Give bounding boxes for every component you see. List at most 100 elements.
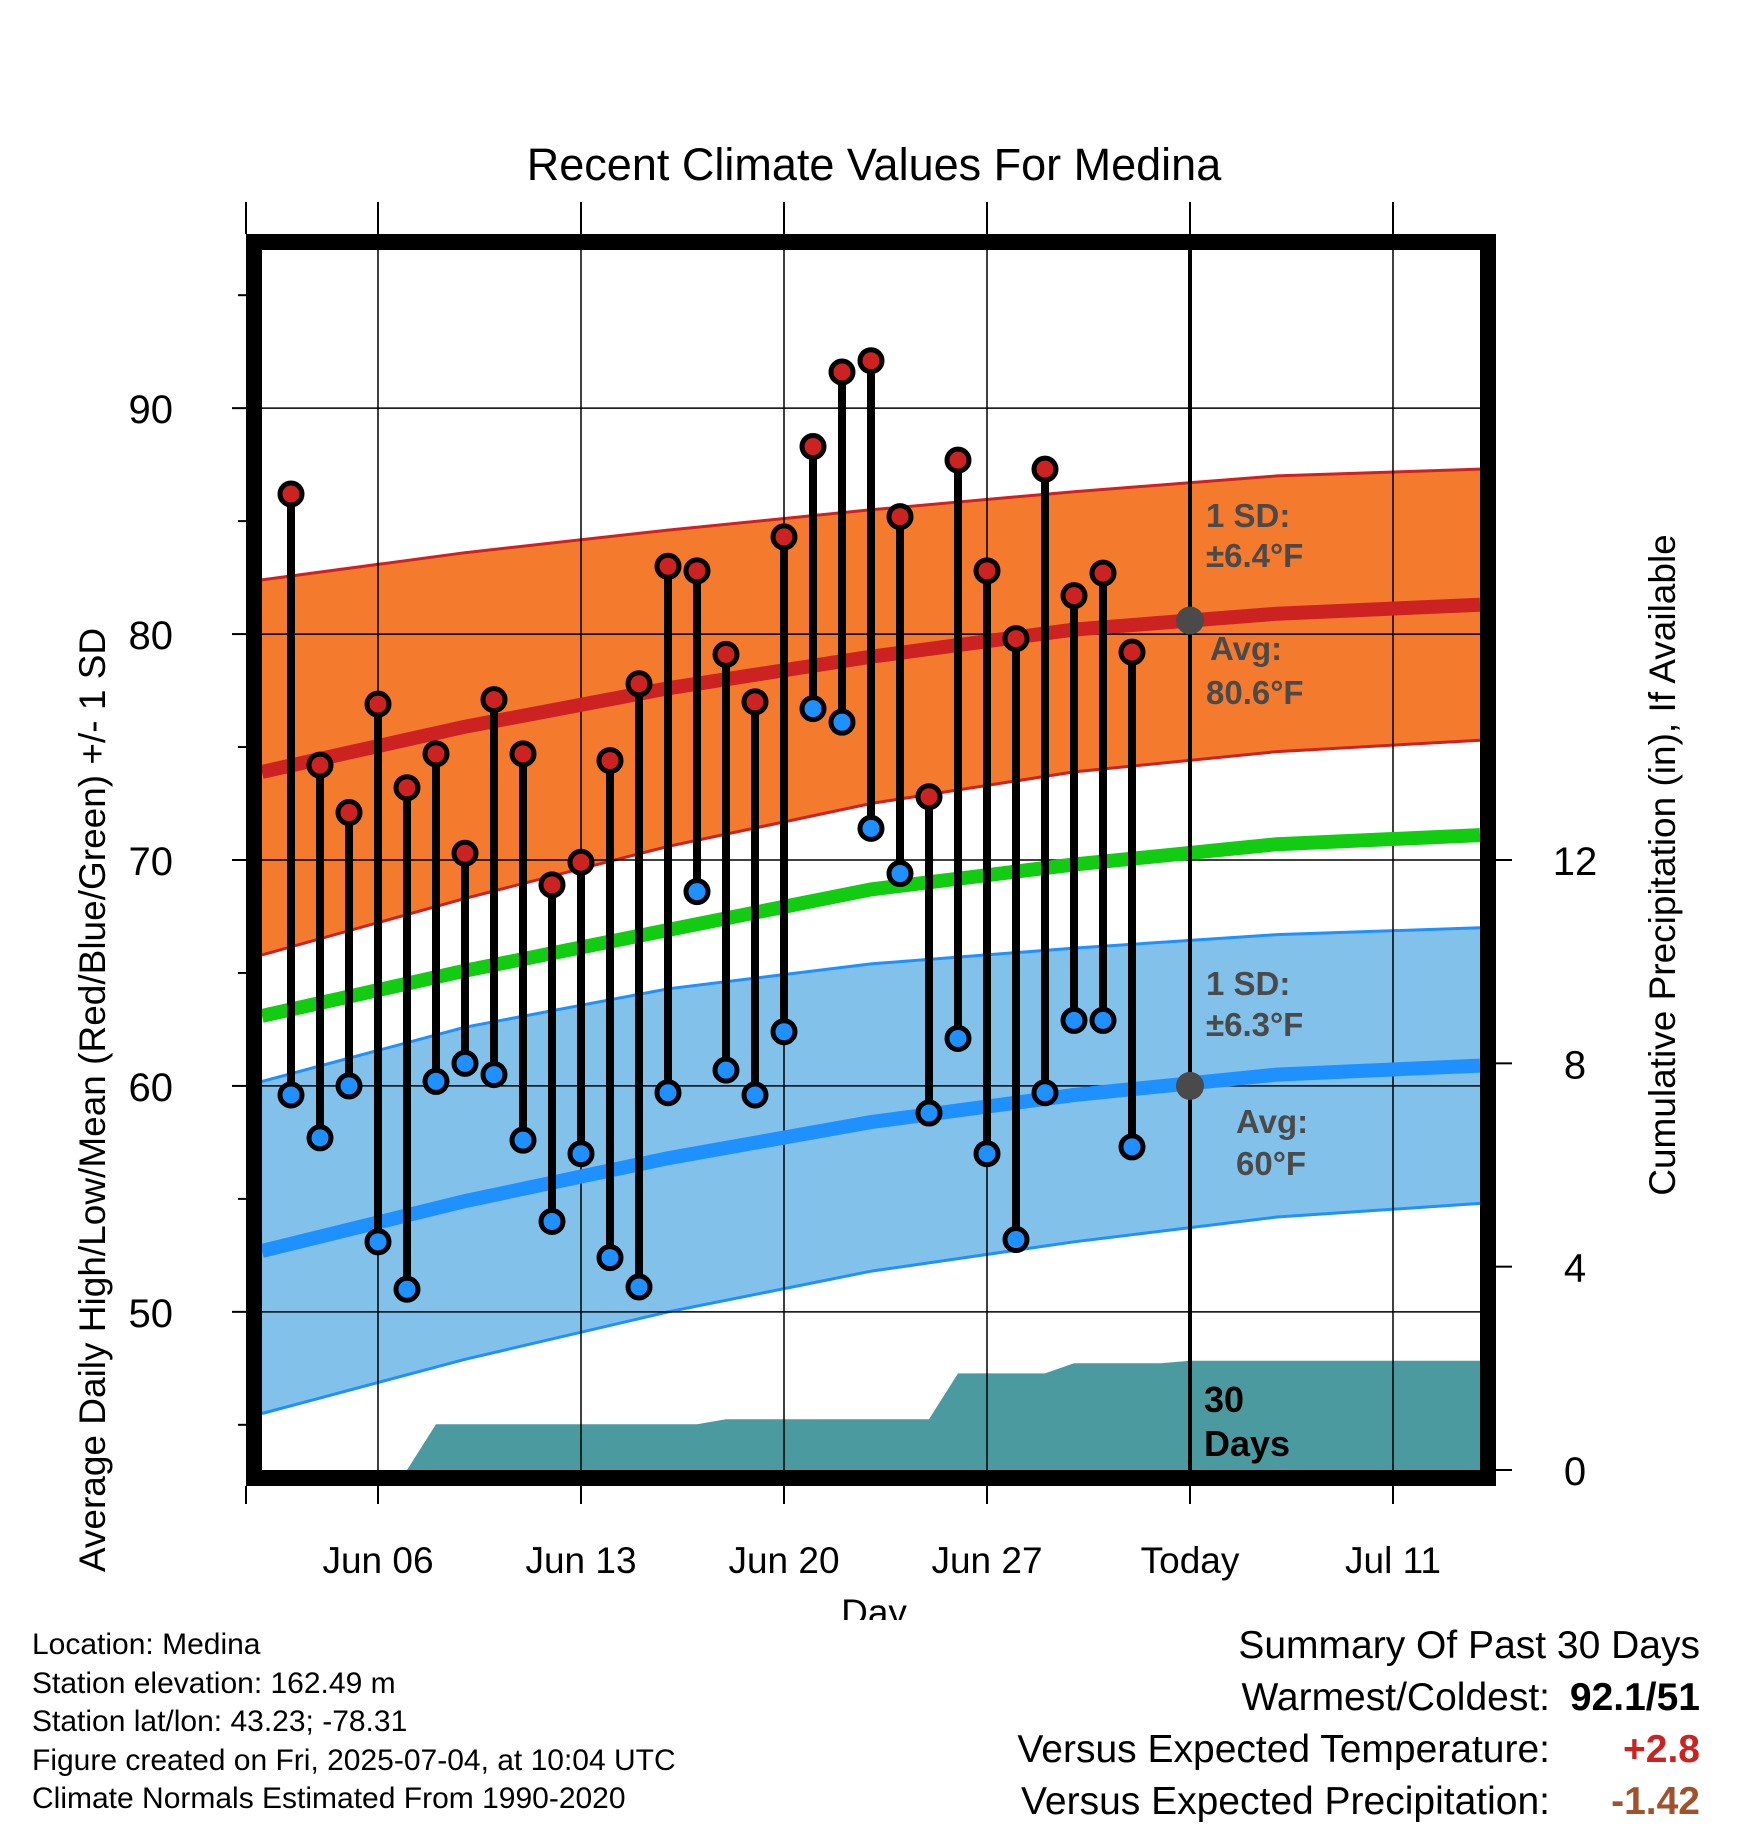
precip-label-line1: 30 bbox=[1204, 1379, 1244, 1420]
low-point bbox=[393, 1275, 421, 1303]
high-point bbox=[451, 839, 479, 867]
high-point bbox=[973, 557, 1001, 585]
y-tick-label: 80 bbox=[129, 614, 174, 658]
high-point bbox=[1002, 625, 1030, 653]
high-point bbox=[915, 783, 943, 811]
y2-tick-label: 12 bbox=[1553, 840, 1598, 884]
precip-label-line2: Days bbox=[1204, 1423, 1290, 1464]
high-point bbox=[277, 480, 305, 508]
low-point bbox=[509, 1126, 537, 1154]
y2-tick-label: 4 bbox=[1564, 1247, 1586, 1291]
high-point bbox=[567, 848, 595, 876]
y-tick-label: 90 bbox=[129, 388, 174, 432]
low-point bbox=[1089, 1006, 1117, 1034]
high-point bbox=[712, 640, 740, 668]
low-point bbox=[915, 1099, 943, 1127]
low-point bbox=[422, 1067, 450, 1095]
x-axis-label: Day bbox=[841, 1592, 907, 1620]
high-point bbox=[886, 503, 914, 531]
y-tick-label: 70 bbox=[129, 840, 174, 884]
low-point bbox=[973, 1140, 1001, 1168]
low-point bbox=[1060, 1006, 1088, 1034]
high-point bbox=[741, 688, 769, 716]
normals-text: Climate Normals Estimated From 1990-2020 bbox=[32, 1782, 626, 1815]
high-point bbox=[828, 358, 856, 386]
precip-area bbox=[262, 1360, 1480, 1470]
high-point bbox=[335, 799, 363, 827]
high-point bbox=[1118, 638, 1146, 666]
x-tick-label: Jun 27 bbox=[931, 1540, 1042, 1581]
precip-label: Versus Expected Precipitation: bbox=[1021, 1780, 1550, 1823]
low-point bbox=[567, 1140, 595, 1168]
low-sd-band bbox=[262, 927, 1480, 1414]
temp-label: Versus Expected Temperature: bbox=[1017, 1728, 1550, 1771]
latlon-text: Station lat/lon: 43.23; -78.31 bbox=[32, 1705, 408, 1738]
precip-value: -1.42 bbox=[1611, 1780, 1700, 1823]
high-sd-label-line2: ±6.4°F bbox=[1206, 537, 1303, 574]
chart-title: Recent Climate Values For Medina bbox=[527, 139, 1222, 190]
low-point bbox=[857, 814, 885, 842]
low-point bbox=[451, 1049, 479, 1077]
low-sd-label-line1: 1 SD: bbox=[1206, 965, 1290, 1002]
high-point bbox=[306, 751, 334, 779]
high-point bbox=[422, 740, 450, 768]
low-point bbox=[683, 878, 711, 906]
low-point bbox=[596, 1244, 624, 1272]
x-tick-label: Today bbox=[1141, 1540, 1240, 1581]
high-point bbox=[1060, 582, 1088, 610]
high-point bbox=[538, 871, 566, 899]
low-point bbox=[480, 1061, 508, 1089]
low-point bbox=[654, 1079, 682, 1107]
warmest-value: 92.1/51 bbox=[1569, 1676, 1700, 1719]
low-point bbox=[625, 1273, 653, 1301]
high-point bbox=[480, 686, 508, 714]
high-point bbox=[364, 690, 392, 718]
high-point bbox=[683, 557, 711, 585]
high-avg-marker bbox=[1176, 606, 1204, 635]
low-point bbox=[741, 1081, 769, 1109]
low-normal-line bbox=[260, 1058, 1481, 1258]
low-point bbox=[335, 1072, 363, 1100]
x-tick-label: Jul 11 bbox=[1345, 1540, 1441, 1581]
warmest-row: Warmest/Coldest: 92.1/51 bbox=[1017, 1672, 1700, 1724]
high-point bbox=[1031, 455, 1059, 483]
low-point bbox=[770, 1018, 798, 1046]
precip-row: Versus Expected Precipitation: -1.42 bbox=[1017, 1776, 1700, 1828]
high-point bbox=[799, 433, 827, 461]
x-tick-label: Jun 13 bbox=[525, 1540, 636, 1581]
y-axis-label: Average Daily High/Low/Mean (Red/Blue/Gr… bbox=[72, 628, 113, 1572]
y-tick-label: 60 bbox=[129, 1066, 174, 1110]
high-point bbox=[393, 774, 421, 802]
low-point bbox=[886, 860, 914, 888]
low-avg-label-line2: 60°F bbox=[1236, 1145, 1306, 1182]
low-point bbox=[712, 1056, 740, 1084]
high-point bbox=[770, 523, 798, 551]
low-avg-marker bbox=[1176, 1071, 1204, 1100]
low-point bbox=[1118, 1133, 1146, 1161]
low-sd-label-line2: ±6.3°F bbox=[1206, 1006, 1303, 1043]
temp-value: +2.8 bbox=[1623, 1728, 1700, 1771]
low-point bbox=[364, 1228, 392, 1256]
low-point bbox=[277, 1081, 305, 1109]
y2-tick-label: 8 bbox=[1564, 1043, 1586, 1087]
plot-frame bbox=[246, 234, 1496, 1486]
low-point bbox=[944, 1024, 972, 1052]
high-sd-label-line1: 1 SD: bbox=[1206, 497, 1290, 534]
high-point bbox=[1089, 559, 1117, 587]
warmest-label: Warmest/Coldest: bbox=[1241, 1676, 1550, 1719]
created-text: Figure created on Fri, 2025-07-04, at 10… bbox=[32, 1743, 676, 1777]
y-tick-label: 50 bbox=[129, 1292, 174, 1336]
high-point bbox=[654, 552, 682, 580]
high-point bbox=[596, 747, 624, 775]
elevation-text: Station elevation: 162.49 m bbox=[32, 1666, 396, 1700]
x-tick-label: Jun 20 bbox=[728, 1540, 839, 1581]
x-tick-label: Jun 06 bbox=[322, 1540, 433, 1581]
high-point bbox=[625, 670, 653, 698]
low-point bbox=[828, 708, 856, 736]
location-text: Location: Medina bbox=[32, 1628, 261, 1661]
temp-row: Versus Expected Temperature: +2.8 bbox=[1017, 1724, 1700, 1776]
y2-axis-label: Cumulative Precipitation (in), If Availa… bbox=[1642, 534, 1683, 1196]
low-point bbox=[538, 1207, 566, 1235]
